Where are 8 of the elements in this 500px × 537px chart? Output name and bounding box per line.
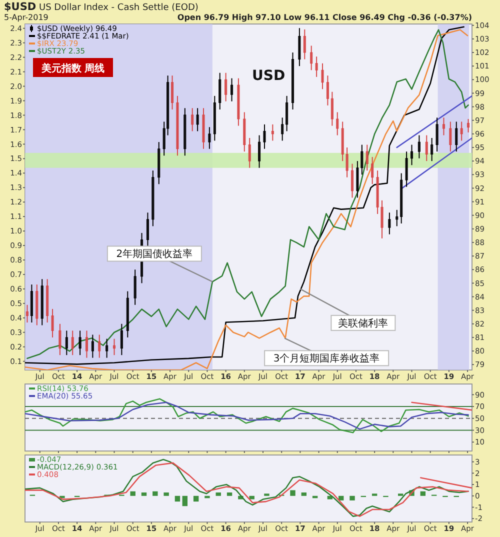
annotation: USD [252, 68, 286, 84]
annotation: 3个月短期国库券收益率 [273, 352, 380, 365]
chart-subtitle: 5-Apr-2019 [4, 13, 48, 22]
annotation: 2年期国债收益率 [116, 248, 193, 260]
annotation: 美元指数 周线 [40, 62, 105, 74]
annotation: 美联储利率 [338, 317, 388, 330]
chart-title: $USD US Dollar Index - Cash Settle (EOD) [4, 1, 198, 13]
text: Open 96.79 High 97.10 Low 96.11 Close 96.49 Chg -0.36 (-0.37%) [177, 13, 472, 22]
